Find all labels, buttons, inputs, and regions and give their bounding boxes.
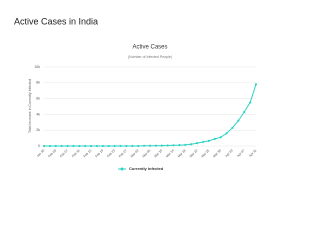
point	[207, 139, 210, 142]
line	[43, 84, 257, 147]
y-tick-label: 10k	[34, 65, 40, 69]
x-tick-label: Mar 18	[177, 148, 187, 158]
point	[137, 144, 140, 148]
point	[60, 144, 63, 148]
y-tick-label: 4k	[36, 112, 40, 116]
point	[196, 142, 199, 145]
point	[143, 144, 146, 147]
point	[213, 137, 216, 140]
point	[48, 144, 51, 148]
point	[243, 110, 246, 114]
legend-marker	[120, 167, 124, 171]
y-tick-label: 6k	[36, 97, 40, 101]
x-tick-label: Mar 30	[212, 148, 222, 158]
point	[184, 143, 187, 146]
x-tick-label: Mar 10	[153, 148, 163, 158]
point	[84, 144, 87, 148]
point	[172, 144, 175, 147]
point	[237, 119, 240, 122]
x-tick-label: Apr 07	[236, 148, 246, 158]
point	[154, 144, 157, 147]
x-tick-label: Jan 30	[36, 148, 46, 158]
y-tick-label: 0	[38, 144, 40, 148]
point	[249, 101, 252, 104]
point	[201, 140, 205, 144]
point	[190, 143, 193, 146]
x-tick-label: Mar 22	[189, 148, 199, 158]
point	[148, 144, 152, 147]
x-tick-label: Mar 06	[141, 148, 151, 158]
point	[166, 144, 169, 147]
point	[107, 144, 110, 148]
x-tick-label: Feb 11	[71, 148, 81, 158]
point	[78, 144, 81, 148]
point	[42, 144, 46, 148]
point	[54, 144, 57, 148]
x-tick-label: Mar 14	[165, 148, 175, 158]
point	[101, 144, 104, 148]
x-tick-label: Feb 27	[118, 148, 128, 158]
page: Active Cases in India Active Cases (Numb…	[14, 16, 258, 171]
point	[113, 144, 116, 148]
x-tick-label: Mar 02	[130, 148, 140, 158]
point	[178, 144, 181, 147]
x-tick-label: Mar 26	[200, 148, 210, 158]
x-tick-label: Feb 15	[83, 148, 93, 158]
point	[119, 144, 122, 148]
point	[219, 136, 222, 139]
x-tick-label: Apr 03	[224, 148, 234, 158]
chart-subtitle: (Number of Infected People)	[128, 55, 172, 59]
x-tick-label: Feb 07	[59, 148, 69, 158]
point	[90, 144, 93, 148]
point	[254, 83, 258, 86]
x-tick-label: Feb 03	[47, 148, 57, 158]
point	[231, 126, 234, 129]
point	[225, 132, 228, 135]
point	[72, 144, 75, 148]
y-axis-label: Total Increase in Currently Infected	[28, 79, 32, 133]
x-tick-label: Apr 11	[248, 148, 257, 157]
point	[160, 144, 163, 147]
chart-title: Active Cases	[132, 45, 167, 51]
page-title: Active Cases in India	[14, 16, 98, 26]
point	[125, 144, 128, 148]
point	[66, 144, 69, 148]
point	[95, 144, 99, 148]
y-tick-label: 2k	[36, 128, 40, 132]
x-tick-label: Feb 19	[94, 148, 104, 158]
point	[131, 144, 134, 148]
y-tick-label: 8k	[36, 81, 40, 85]
x-tick-label: Feb 23	[106, 148, 116, 158]
legend-label: Currently Infected	[129, 166, 164, 171]
